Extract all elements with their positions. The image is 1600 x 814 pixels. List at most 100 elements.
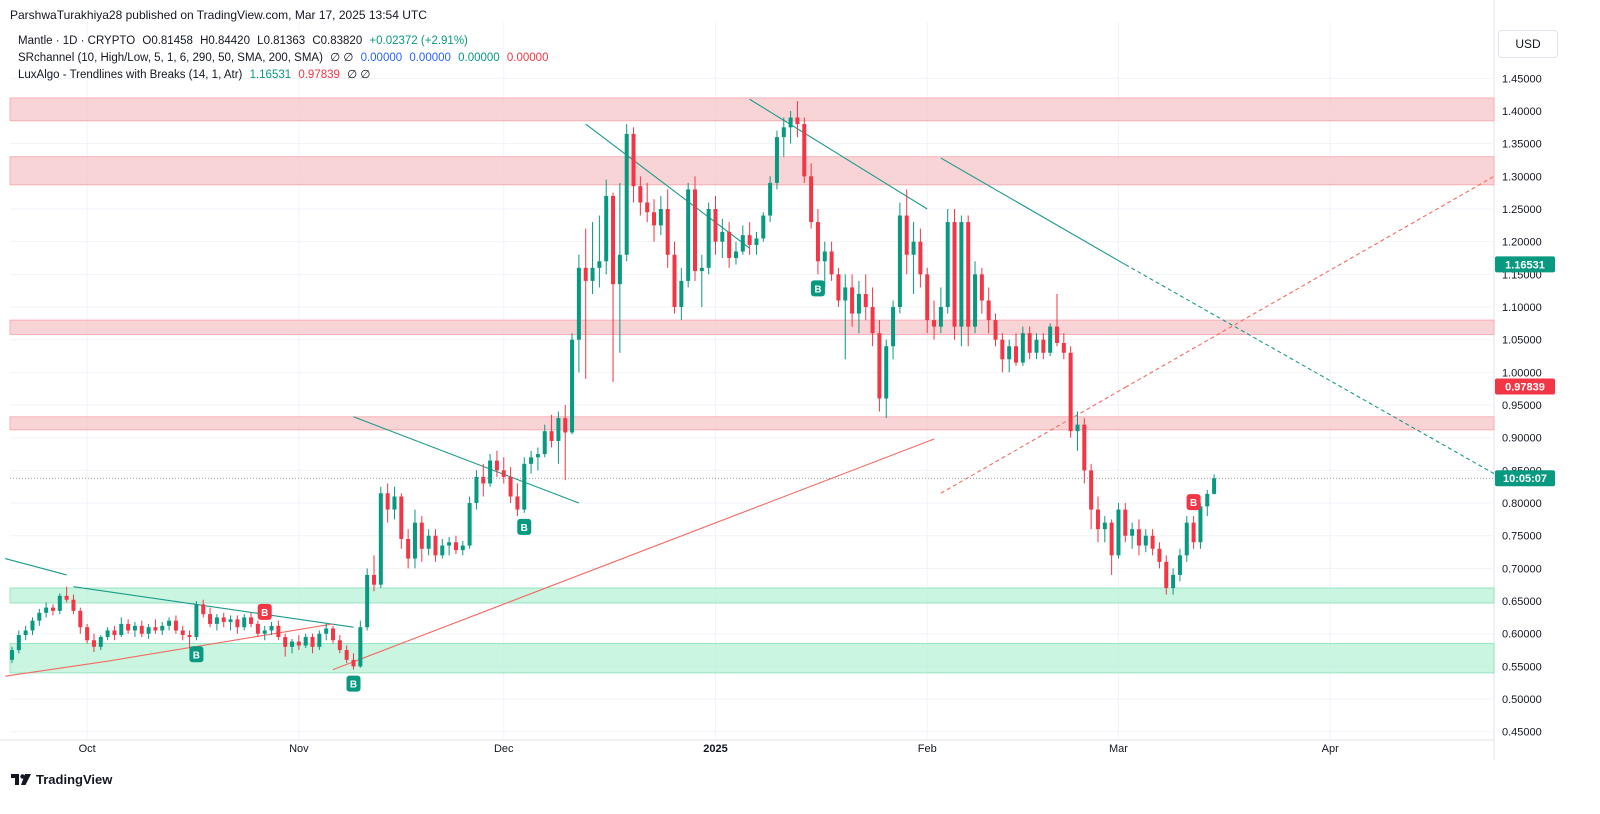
tradingview-brand-label: TradingView bbox=[36, 772, 113, 787]
y-tick-label: 1.35000 bbox=[1502, 139, 1542, 151]
candle-body bbox=[1095, 509, 1100, 530]
price-tag-lower-label: 0.97839 bbox=[1505, 381, 1545, 393]
candle-body bbox=[481, 476, 486, 484]
candle-body bbox=[57, 595, 62, 611]
x-tick-label: Nov bbox=[289, 743, 309, 755]
x-tick-label: Dec bbox=[494, 743, 514, 755]
candle-body bbox=[720, 231, 725, 242]
signal-label: B bbox=[261, 608, 268, 619]
signal-tag bbox=[517, 518, 532, 535]
candle-body bbox=[1082, 424, 1087, 471]
tradingview-brand[interactable]: TradingView bbox=[10, 772, 112, 787]
candle-body bbox=[597, 261, 602, 268]
candle-body bbox=[781, 127, 786, 138]
signal-label: B bbox=[521, 523, 528, 534]
candle-body bbox=[10, 650, 14, 660]
candle-body bbox=[966, 222, 971, 327]
candle-body bbox=[1089, 470, 1094, 510]
candle-body bbox=[932, 320, 937, 327]
uptrend-projection bbox=[1125, 175, 1495, 388]
chart-legend: Mantle · 1D · CRYPTO O0.81458 H0.84420 L… bbox=[18, 33, 548, 84]
luxalgo-label: LuxAlgo - Trendlines with Breaks (14, 1,… bbox=[18, 69, 243, 81]
candle-body bbox=[494, 460, 499, 471]
candle-body bbox=[276, 625, 281, 637]
candle-body bbox=[126, 623, 131, 631]
candle-body bbox=[1123, 509, 1128, 536]
downtrend-projection bbox=[1125, 264, 1495, 475]
candle-body bbox=[952, 222, 957, 327]
candle-body bbox=[576, 267, 581, 340]
candle-body bbox=[426, 535, 431, 549]
candle-body bbox=[563, 418, 568, 433]
candle-body bbox=[761, 215, 766, 239]
high-value: H0.84420 bbox=[200, 35, 250, 47]
luxalgo-value-2: 0.97839 bbox=[298, 69, 340, 81]
y-tick-label: 0.75000 bbox=[1502, 531, 1542, 543]
candle-body bbox=[863, 293, 868, 308]
candle-body bbox=[208, 614, 213, 624]
candle-body bbox=[501, 470, 506, 477]
candle-body bbox=[1109, 522, 1114, 556]
candle-body bbox=[467, 503, 472, 546]
candle-body bbox=[453, 542, 458, 551]
candle-body bbox=[324, 628, 329, 634]
signal-label: B bbox=[193, 650, 200, 661]
candle-body bbox=[733, 251, 738, 259]
candle-body bbox=[973, 274, 978, 327]
x-tick-label: Mar bbox=[1109, 743, 1128, 755]
candle-body bbox=[925, 274, 930, 321]
candle-body bbox=[98, 636, 103, 647]
currency-button[interactable]: USD bbox=[1498, 30, 1558, 58]
candle-body bbox=[399, 496, 404, 539]
candle-body bbox=[317, 633, 322, 647]
luxalgo-value-1: 1.16531 bbox=[249, 69, 292, 81]
candle-body bbox=[1041, 339, 1046, 353]
candle-body bbox=[904, 215, 909, 255]
candle-body bbox=[1177, 555, 1182, 575]
price-tag-countdown-label: 10:05:07 bbox=[1503, 473, 1547, 485]
candle-body bbox=[269, 625, 274, 631]
uptrend-line bbox=[940, 386, 1126, 494]
legend-srchannel-row[interactable]: SRchannel (10, High/Low, 5, 1, 6, 290, 5… bbox=[18, 50, 548, 67]
signal-tag bbox=[189, 646, 204, 663]
candle-body bbox=[686, 189, 691, 281]
candle-body bbox=[652, 212, 657, 226]
candle-body bbox=[474, 476, 479, 504]
candle-body bbox=[344, 650, 349, 660]
resistance-zone bbox=[9, 156, 1495, 186]
candle-body bbox=[672, 254, 677, 308]
candle-body bbox=[515, 496, 520, 510]
candle-body bbox=[645, 202, 650, 213]
candle-body bbox=[460, 545, 465, 551]
legend-symbol-row[interactable]: Mantle · 1D · CRYPTO O0.81458 H0.84420 L… bbox=[18, 33, 548, 50]
candle-body bbox=[522, 463, 527, 510]
candle-body bbox=[1212, 478, 1217, 494]
x-tick-label: Oct bbox=[79, 743, 96, 755]
candle-body bbox=[365, 574, 370, 628]
low-value: L0.81363 bbox=[257, 35, 306, 47]
candle-body bbox=[1150, 535, 1155, 549]
y-tick-label: 0.95000 bbox=[1502, 400, 1542, 412]
candle-body bbox=[583, 267, 588, 281]
candle-body bbox=[1027, 333, 1032, 353]
support-zone bbox=[9, 587, 1495, 604]
y-tick-label: 1.20000 bbox=[1502, 237, 1542, 249]
y-tick-label: 1.25000 bbox=[1502, 204, 1542, 216]
candle-body bbox=[214, 617, 219, 624]
candle-body bbox=[64, 595, 69, 600]
uptrend-line bbox=[332, 438, 935, 671]
resistance-zone bbox=[9, 319, 1495, 335]
signal-tag bbox=[257, 603, 272, 620]
candle-body bbox=[788, 117, 793, 128]
price-tag-countdown bbox=[1495, 470, 1555, 487]
legend-luxalgo-row[interactable]: LuxAlgo - Trendlines with Breaks (14, 1,… bbox=[18, 67, 548, 84]
candle-body bbox=[433, 535, 438, 556]
resistance-zone bbox=[9, 97, 1495, 122]
candle-body bbox=[351, 659, 356, 667]
candle-body bbox=[870, 307, 875, 334]
candle-body bbox=[221, 617, 226, 622]
candle-body bbox=[378, 493, 383, 585]
candle-body bbox=[815, 222, 820, 262]
candle-body bbox=[1184, 522, 1189, 556]
